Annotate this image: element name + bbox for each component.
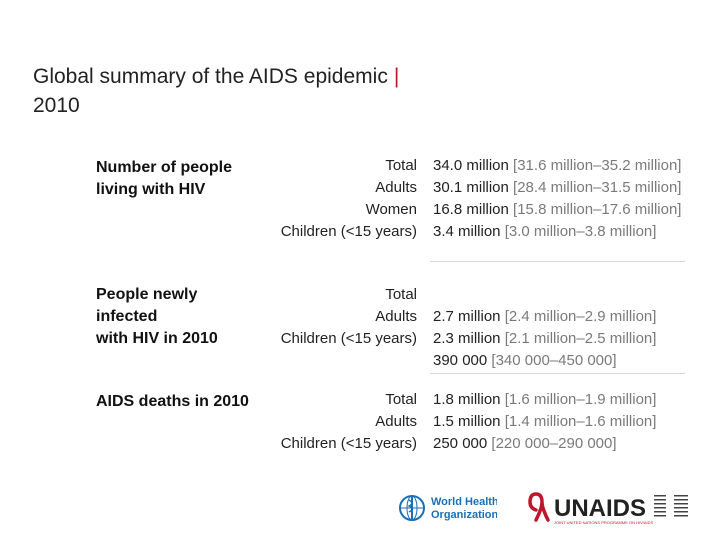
value-row: 16.8 million [15.8 million–17.6 million] bbox=[433, 199, 683, 221]
value-range: [2.1 million–2.5 million] bbox=[504, 330, 657, 347]
section-label-new-infections: People newly infected with HIV in 2010 bbox=[96, 284, 218, 350]
section-label-line: infected bbox=[96, 308, 158, 325]
svg-text:World Health: World Health bbox=[431, 496, 497, 508]
section-divider bbox=[430, 261, 685, 262]
section-divider bbox=[430, 373, 685, 374]
value-row: 1.5 million [1.4 million–1.6 million] bbox=[433, 411, 683, 433]
value-list-new-infections: 2.7 million [2.4 million–2.9 million] 2.… bbox=[433, 306, 683, 372]
value-range: [2.4 million–2.9 million] bbox=[504, 308, 657, 325]
who-logo: World Health Organization bbox=[397, 490, 499, 526]
value-row: 30.1 million [28.4 million–31.5 million] bbox=[433, 177, 683, 199]
section-label-deaths: AIDS deaths in 2010 bbox=[96, 391, 249, 413]
section-label-line: with HIV in 2010 bbox=[96, 330, 218, 347]
svg-text:JOINT UNITED NATIONS PROGRAMME: JOINT UNITED NATIONS PROGRAMME ON HIV/AI… bbox=[554, 520, 654, 525]
value-row: 250 000 [220 000–290 000] bbox=[433, 433, 683, 455]
value-range: [3.0 million–3.8 million] bbox=[504, 223, 657, 240]
category-label: Total bbox=[385, 286, 417, 303]
who-emblem-icon: World Health Organization bbox=[399, 495, 499, 521]
title-line-1: Global summary of the AIDS epidemic bbox=[33, 65, 388, 88]
value-row: 2.7 million [2.4 million–2.9 million] bbox=[433, 306, 683, 328]
section-label-living: Number of people living with HIV bbox=[96, 157, 232, 201]
value-range: [31.6 million–35.2 million] bbox=[513, 157, 682, 174]
value-main: 2.7 million bbox=[433, 308, 501, 325]
value-list-deaths: 1.8 million [1.6 million–1.9 million] 1.… bbox=[433, 389, 683, 455]
value-main: 34.0 million bbox=[433, 157, 509, 174]
svg-text:Organization: Organization bbox=[431, 509, 497, 521]
category-label: Children (<15 years) bbox=[280, 330, 417, 347]
value-range: [220 000–290 000] bbox=[491, 435, 617, 452]
category-list-living: Total Adults Women Children (<15 years) bbox=[281, 155, 417, 243]
value-range: [1.6 million–1.9 million] bbox=[504, 391, 657, 408]
section-label-line: living with HIV bbox=[96, 181, 206, 198]
title-accent-bar: | bbox=[393, 65, 400, 88]
category-label: Children (<15 years) bbox=[280, 223, 417, 240]
red-ribbon-icon: UNAIDS JOINT UNITED NATIONS PROGRAMME ON… bbox=[528, 492, 688, 525]
value-range: [28.4 million–31.5 million] bbox=[513, 179, 682, 196]
category-label: Children (<15 years) bbox=[280, 435, 417, 452]
section-label-line: AIDS deaths in 2010 bbox=[96, 393, 249, 410]
value-range: [15.8 million–17.6 million] bbox=[513, 201, 682, 218]
value-row: 2.3 million [2.1 million–2.5 million] bbox=[433, 328, 683, 350]
value-main: 2.3 million bbox=[433, 330, 501, 347]
category-list-deaths: Total Adults Children (<15 years) bbox=[281, 389, 417, 455]
title-line-2: 2010 bbox=[33, 94, 80, 117]
value-range: [340 000–450 000] bbox=[491, 352, 617, 369]
value-main: 1.5 million bbox=[433, 413, 501, 430]
value-main: 1.8 million bbox=[433, 391, 501, 408]
category-label: Women bbox=[365, 201, 417, 218]
page-title: Global summary of the AIDS epidemic | 201… bbox=[33, 62, 399, 120]
value-row: 34.0 million [31.6 million–35.2 million] bbox=[433, 155, 683, 177]
category-list-new-infections: Total Adults Children (<15 years) bbox=[281, 284, 417, 350]
value-list-living: 34.0 million [31.6 million–35.2 million]… bbox=[433, 155, 683, 243]
category-label: Total bbox=[385, 157, 417, 174]
value-main: 250 000 bbox=[433, 435, 488, 452]
section-label-line: Number of people bbox=[96, 159, 233, 176]
value-main: 30.1 million bbox=[433, 179, 509, 196]
value-row: 390 000 [340 000–450 000] bbox=[433, 350, 683, 372]
category-label: Adults bbox=[375, 179, 417, 196]
value-main: 3.4 million bbox=[433, 223, 501, 240]
section-label-line: People newly bbox=[96, 286, 198, 303]
value-main: 16.8 million bbox=[433, 201, 509, 218]
value-row: 3.4 million [3.0 million–3.8 million] bbox=[433, 221, 683, 243]
value-main: 390 000 bbox=[433, 352, 488, 369]
svg-text:UNAIDS: UNAIDS bbox=[554, 495, 646, 522]
category-label: Adults bbox=[375, 413, 417, 430]
value-row: 1.8 million [1.6 million–1.9 million] bbox=[433, 389, 683, 411]
category-label: Adults bbox=[375, 308, 417, 325]
category-label: Total bbox=[385, 391, 417, 408]
unaids-logo: UNAIDS JOINT UNITED NATIONS PROGRAMME ON… bbox=[526, 490, 696, 526]
value-range: [1.4 million–1.6 million] bbox=[504, 413, 657, 430]
